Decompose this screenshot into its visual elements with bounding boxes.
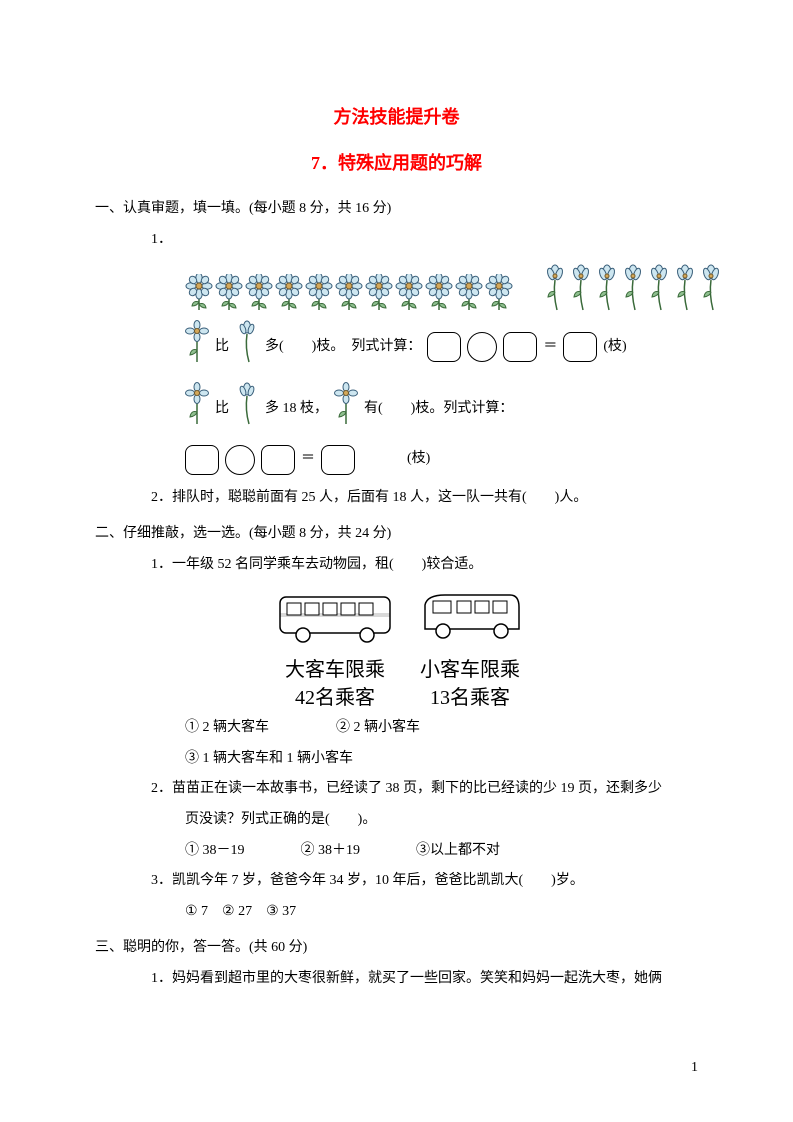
unit-zhi: (枝)	[603, 334, 626, 361]
text-bi: 比	[215, 334, 229, 361]
q2-1: 1．一年级 52 名同学乘车去动物园，租( )较合适。	[95, 552, 698, 579]
q2-1-opts-row1: ① 2 辆大客车 ② 2 辆小客车	[95, 715, 698, 742]
blank-box[interactable]	[503, 332, 537, 362]
q2-1-opts-row2: ③ 1 辆大客车和 1 辆小客车	[95, 746, 698, 773]
small-bus-icon	[415, 585, 525, 645]
blank-box[interactable]	[427, 332, 461, 362]
blank-box[interactable]	[563, 332, 597, 362]
big-bus-icon	[275, 585, 395, 645]
section-1-head: 一、认真审题，填一填。(每小题 8 分，共 16 分)	[95, 196, 698, 223]
flower-group-b	[543, 264, 723, 312]
text-you: 有( )枝。列式计算：	[364, 396, 513, 423]
sub-title: 7．特殊应用题的巧解	[95, 146, 698, 180]
q1-line1: 比 多( )枝。 列式计算： ＝ (枝)	[95, 320, 698, 375]
main-title: 方法技能提升卷	[95, 100, 698, 134]
q1-number: 1．	[95, 227, 698, 254]
blank-box[interactable]	[321, 445, 355, 475]
q2-2: 2．苗苗正在读一本故事书，已经读了 38 页，剩下的比已经读的少 19 页，还剩…	[95, 776, 698, 803]
text-bi2: 比	[215, 396, 229, 423]
big-bus-label1: 大客车限乘	[275, 657, 395, 683]
bus-illustration: 大客车限乘 42名乘客 小客车限乘 13名乘客	[95, 585, 698, 712]
flower-group-a	[185, 274, 513, 312]
flower-illustration-row	[95, 264, 698, 312]
blank-circle[interactable]	[467, 332, 497, 362]
small-bus-label2: 13名乘客	[415, 685, 525, 711]
blank-box[interactable]	[261, 445, 295, 475]
q1-line2: 比 多 18 枝， 有( )枝。列式计算：	[95, 382, 698, 437]
blank-box[interactable]	[185, 445, 219, 475]
q2-2-cont: 页没读？列式正确的是( )。	[95, 807, 698, 834]
unit-zhi2: (枝)	[407, 446, 430, 473]
section-2-head: 二、仔细推敲，选一选。(每小题 8 分，共 24 分)	[95, 521, 698, 548]
section-3-head: 三、聪明的你，答一答。(共 60 分)	[95, 935, 698, 962]
text-mid: 多 18 枝，	[265, 396, 328, 423]
page-number: 1	[691, 1055, 698, 1082]
q3-1: 1．妈妈看到超市里的大枣很新鲜，就买了一些回家。笑笑和妈妈一起洗大枣，她俩	[95, 966, 698, 993]
small-bus-block: 小客车限乘 13名乘客	[415, 585, 525, 712]
blank-circle[interactable]	[225, 445, 255, 475]
big-bus-label2: 42名乘客	[275, 685, 395, 711]
equals-sign: ＝	[543, 334, 557, 361]
q1-line2-expr: ＝ (枝)	[95, 445, 698, 475]
equals-sign: ＝	[301, 446, 315, 473]
q2-3: 3．凯凯今年 7 岁，爸爸今年 34 岁，10 年后，爸爸比凯凯大( )岁。	[95, 868, 698, 895]
q1-2: 2．排队时，聪聪前面有 25 人，后面有 18 人，这一队一共有( )人。	[95, 485, 698, 512]
q2-2-opts: ① 38－19 ② 38＋19 ③以上都不对	[95, 838, 698, 865]
q2-3-opts: ① 7 ② 27 ③ 37	[95, 899, 698, 926]
big-bus-block: 大客车限乘 42名乘客	[275, 585, 395, 712]
small-bus-label1: 小客车限乘	[415, 657, 525, 683]
text-duo: 多( )枝。 列式计算：	[265, 334, 421, 361]
